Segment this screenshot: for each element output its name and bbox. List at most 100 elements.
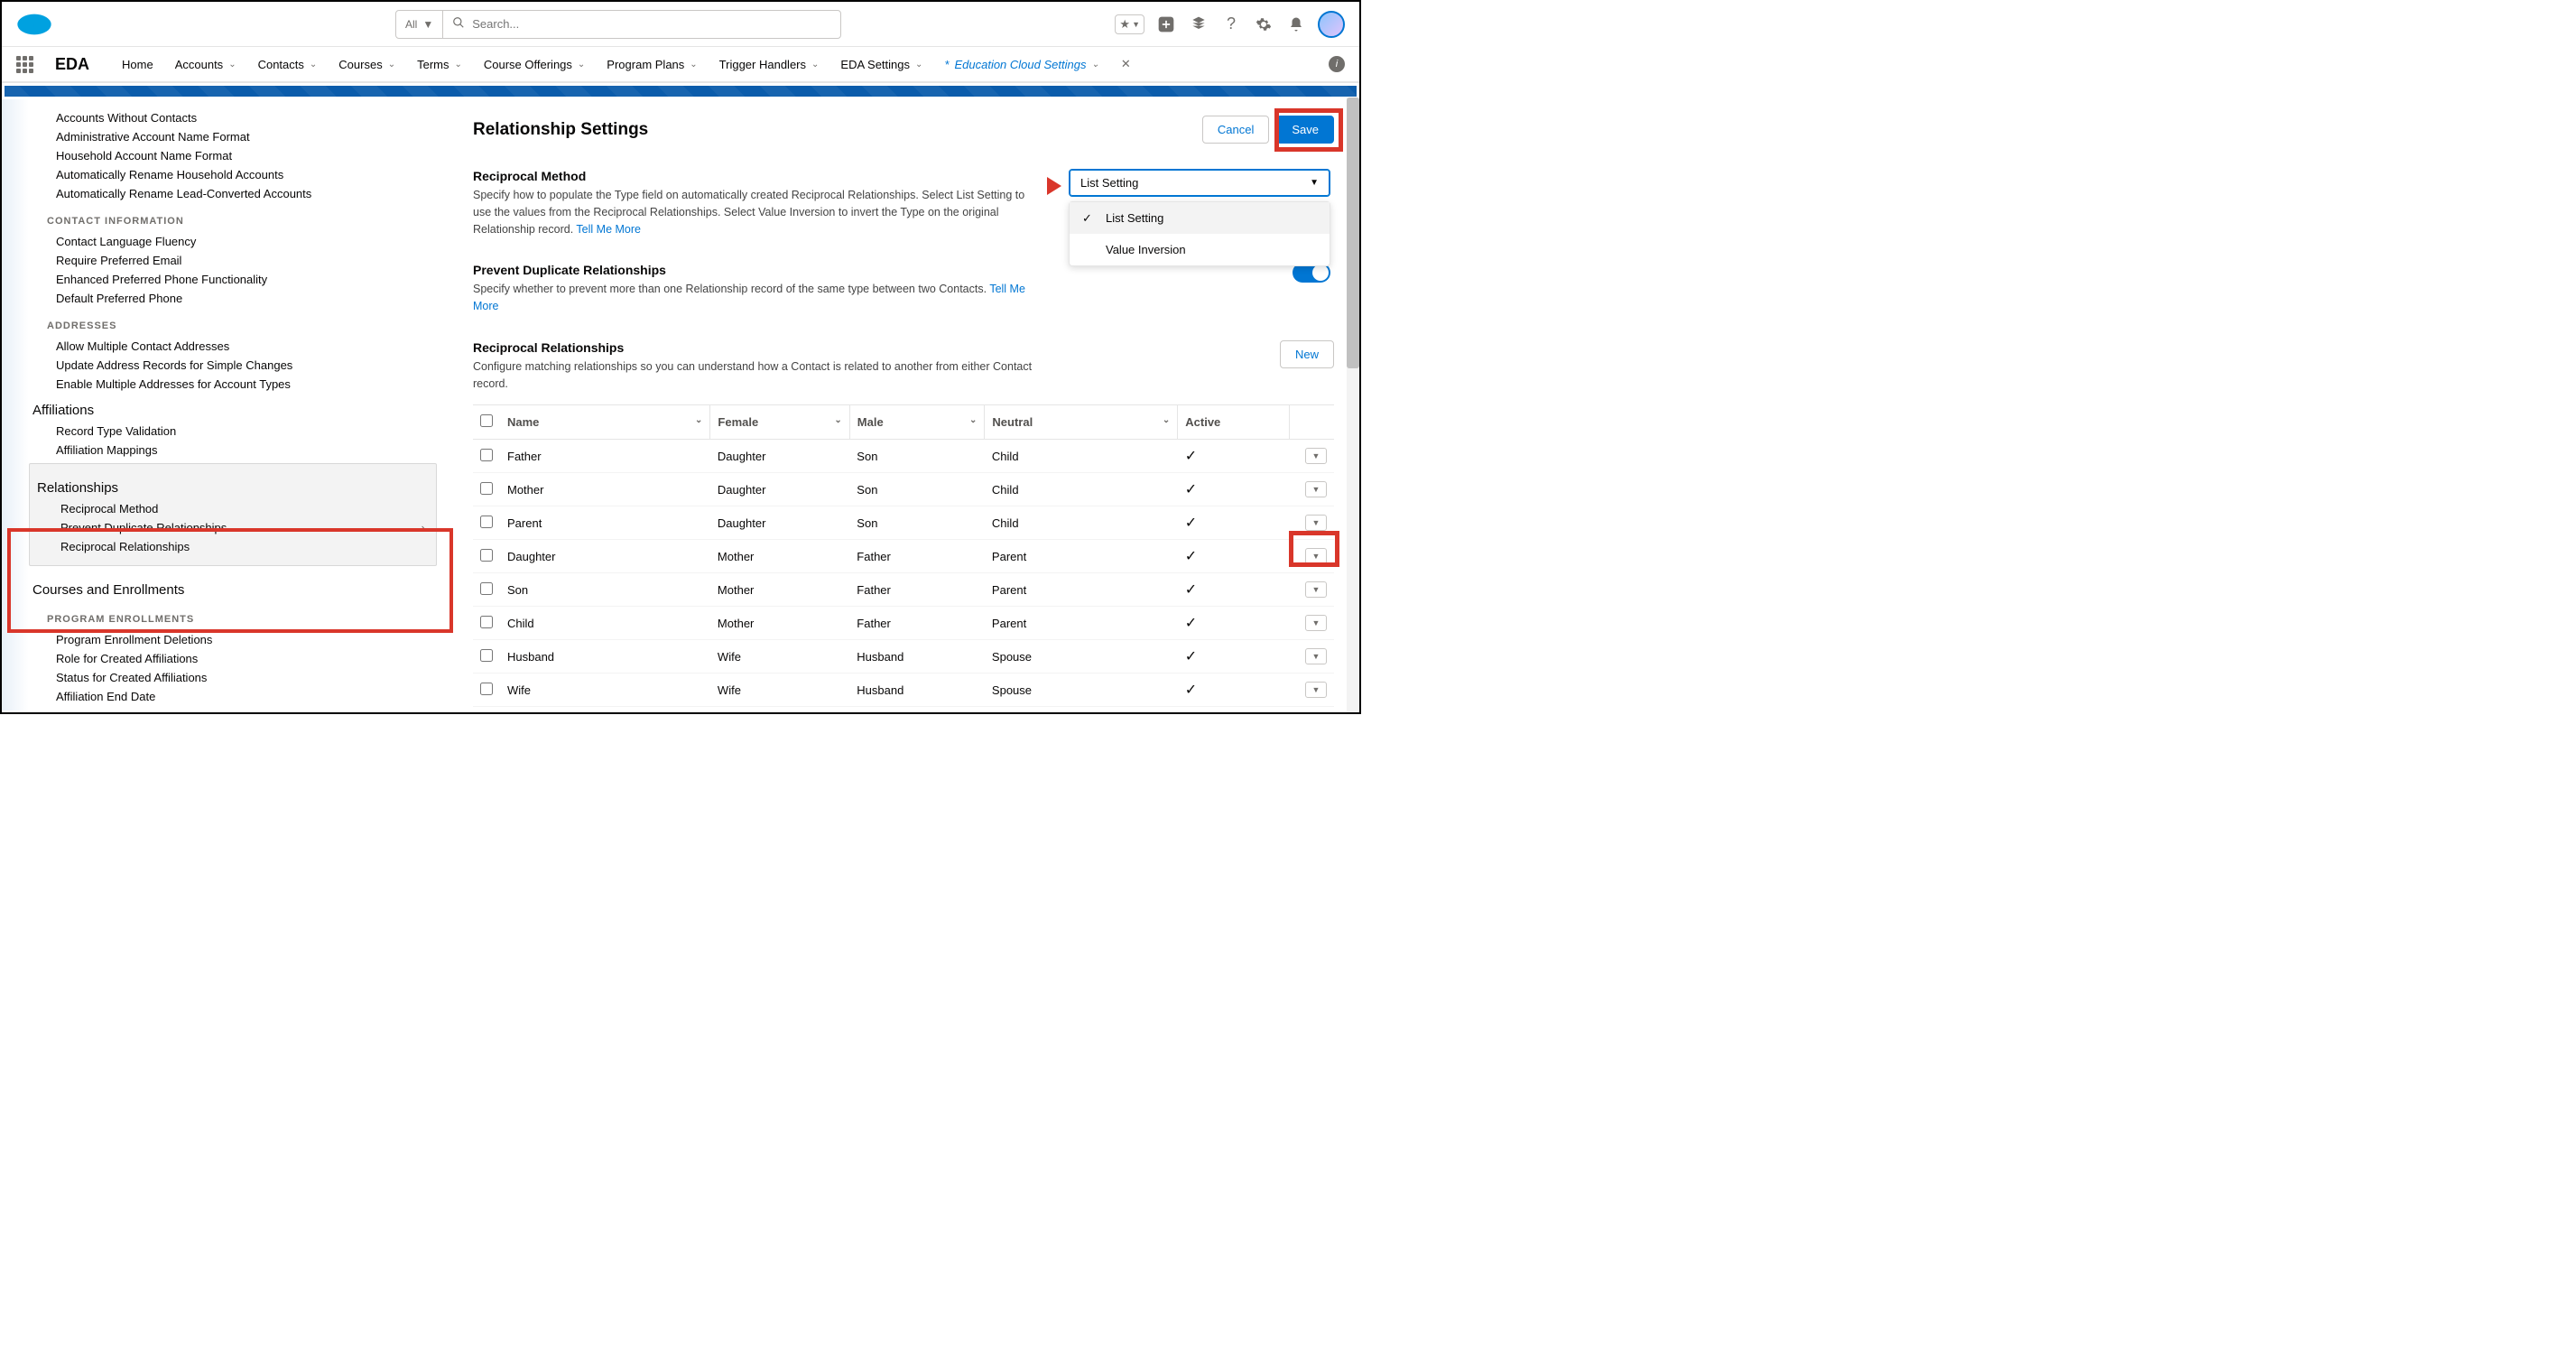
row-menu-button[interactable]: ▼ <box>1305 615 1327 631</box>
row-checkbox[interactable] <box>480 582 493 595</box>
reciprocal-method-combobox[interactable]: List Setting ▼ <box>1069 169 1330 197</box>
gear-icon[interactable] <box>1253 14 1274 35</box>
cell-active: ✓ <box>1178 440 1289 473</box>
cell-male: Husband <box>849 640 985 674</box>
cell-neutral: Child <box>985 506 1178 540</box>
favorites-button[interactable]: ★▼ <box>1115 14 1144 34</box>
app-name: EDA <box>55 55 89 74</box>
sort-icon[interactable]: ⌄ <box>1163 415 1170 425</box>
sidebar-link[interactable]: Update Address Records for Simple Change… <box>29 356 448 375</box>
cell-active: ✓ <box>1178 674 1289 707</box>
row-checkbox[interactable] <box>480 516 493 528</box>
close-tab-icon[interactable]: ✕ <box>1121 57 1131 71</box>
user-avatar[interactable] <box>1318 11 1345 38</box>
notification-bell-icon[interactable] <box>1285 14 1307 35</box>
sidebar-link[interactable]: Automatically Rename Household Accounts <box>29 165 448 184</box>
chevron-down-icon: ▼ <box>1310 178 1319 188</box>
help-icon[interactable]: ? <box>1220 14 1242 35</box>
row-menu-button[interactable]: ▼ <box>1305 515 1327 531</box>
row-checkbox[interactable] <box>480 683 493 695</box>
dropdown-option-list-setting[interactable]: List Setting <box>1070 202 1330 234</box>
dropdown-option-value-inversion[interactable]: Value Inversion <box>1070 234 1330 265</box>
sidebar-link[interactable]: Accounts Without Contacts <box>29 108 448 127</box>
sidebar-link[interactable]: Automatically Rename Lead-Converted Acco… <box>29 184 448 203</box>
sidebar-link[interactable]: Record Type Validation <box>29 422 448 441</box>
sidebar-link[interactable]: Prevent Duplicate Relationships› <box>30 518 436 537</box>
sidebar-link[interactable]: Default Preferred Phone <box>29 289 448 308</box>
sidebar-section-relationships[interactable]: Relationships <box>30 471 436 499</box>
row-menu-button[interactable]: ▼ <box>1305 648 1327 664</box>
nav-item-trigger-handlers[interactable]: Trigger Handlers⌄ <box>719 49 820 80</box>
sidebar-link[interactable]: Affiliation Start Date <box>29 706 448 711</box>
nav-item-program-plans[interactable]: Program Plans⌄ <box>607 49 697 80</box>
tell-me-more-link[interactable]: Tell Me More <box>576 223 641 236</box>
select-all-checkbox[interactable] <box>480 414 493 427</box>
cell-name: Child <box>500 607 710 640</box>
add-icon[interactable] <box>1155 14 1177 35</box>
row-checkbox[interactable] <box>480 549 493 562</box>
sidebar-link[interactable]: Reciprocal Relationships <box>30 537 436 556</box>
row-menu-button[interactable]: ▼ <box>1305 548 1327 564</box>
sidebar-link[interactable]: Require Preferred Email <box>29 251 448 270</box>
search-scope-select[interactable]: All ▼ <box>396 11 443 38</box>
app-launcher-icon[interactable] <box>16 56 33 73</box>
chevron-down-icon: ⌄ <box>310 60 317 70</box>
search-input[interactable] <box>472 17 831 31</box>
row-checkbox[interactable] <box>480 449 493 461</box>
sort-icon[interactable]: ⌄ <box>695 415 702 425</box>
sidebar-link[interactable]: Affiliation End Date <box>29 687 448 706</box>
sidebar-section-affiliations[interactable]: Affiliations <box>29 394 448 422</box>
row-menu-button[interactable]: ▼ <box>1305 481 1327 497</box>
sidebar-link[interactable]: Contact Language Fluency <box>29 232 448 251</box>
row-checkbox[interactable] <box>480 616 493 628</box>
page-title: Relationship Settings <box>473 120 648 140</box>
cell-active: ✓ <box>1178 640 1289 674</box>
sidebar-link[interactable]: Household Account Name Format <box>29 146 448 165</box>
new-button[interactable]: New <box>1280 340 1334 368</box>
row-menu-button[interactable]: ▼ <box>1305 682 1327 698</box>
nav-item-home[interactable]: Home <box>122 49 153 80</box>
row-menu-button[interactable]: ▼ <box>1305 581 1327 598</box>
chevron-down-icon: ⌄ <box>578 60 585 70</box>
row-checkbox[interactable] <box>480 649 493 662</box>
sidebar-link[interactable]: Administrative Account Name Format <box>29 127 448 146</box>
nav-item-contacts[interactable]: Contacts⌄ <box>258 49 318 80</box>
table-row: WifeWifeHusbandSpouse✓▼ <box>473 674 1334 707</box>
sidebar-link[interactable]: Reciprocal Method <box>30 499 436 518</box>
nav-item-accounts[interactable]: Accounts⌄ <box>175 49 236 80</box>
global-header: All ▼ ★▼ ? <box>2 2 1359 47</box>
sidebar-link[interactable]: Affiliation Mappings <box>29 441 448 460</box>
sort-icon[interactable]: ⌄ <box>834 415 841 425</box>
cell-female: Mother <box>710 607 849 640</box>
salesforce-logo[interactable] <box>16 12 52 37</box>
salesforce-help-icon[interactable] <box>1188 14 1209 35</box>
row-checkbox[interactable] <box>480 482 493 495</box>
nav-item-terms[interactable]: Terms⌄ <box>417 49 462 80</box>
sidebar-link[interactable]: Role for Created Affiliations <box>29 649 448 668</box>
col-name: Name⌄ <box>500 405 710 440</box>
sidebar-link[interactable]: Enhanced Preferred Phone Functionality <box>29 270 448 289</box>
nav-current-tab[interactable]: Education Cloud Settings⌄ <box>944 49 1098 80</box>
sidebar-link[interactable]: Allow Multiple Contact Addresses <box>29 337 448 356</box>
sidebar-link[interactable]: Program Enrollment Deletions <box>29 630 448 649</box>
cell-name: Wife <box>500 674 710 707</box>
sidebar-subhead-addresses: ADDRESSES <box>29 308 448 337</box>
reciprocal-rel-title: Reciprocal Relationships <box>473 340 1033 355</box>
save-button[interactable]: Save <box>1276 116 1334 144</box>
global-search: All ▼ <box>395 10 841 39</box>
nav-item-eda-settings[interactable]: EDA Settings⌄ <box>840 49 922 80</box>
sidebar-link[interactable]: Status for Created Affiliations <box>29 668 448 687</box>
cell-male: Son <box>849 473 985 506</box>
info-badge-icon[interactable]: i <box>1329 56 1345 72</box>
col-male: Male⌄ <box>849 405 985 440</box>
sidebar-section-courses[interactable]: Courses and Enrollments <box>29 573 448 601</box>
cancel-button[interactable]: Cancel <box>1202 116 1269 144</box>
row-menu-button[interactable]: ▼ <box>1305 448 1327 464</box>
cell-female: Wife <box>710 640 849 674</box>
sidebar-link[interactable]: Enable Multiple Addresses for Account Ty… <box>29 375 448 394</box>
check-icon: ✓ <box>1185 449 1197 464</box>
nav-item-courses[interactable]: Courses⌄ <box>338 49 395 80</box>
vertical-scrollbar[interactable] <box>1347 98 1359 712</box>
sort-icon[interactable]: ⌄ <box>969 415 977 425</box>
nav-item-course-offerings[interactable]: Course Offerings⌄ <box>484 49 585 80</box>
